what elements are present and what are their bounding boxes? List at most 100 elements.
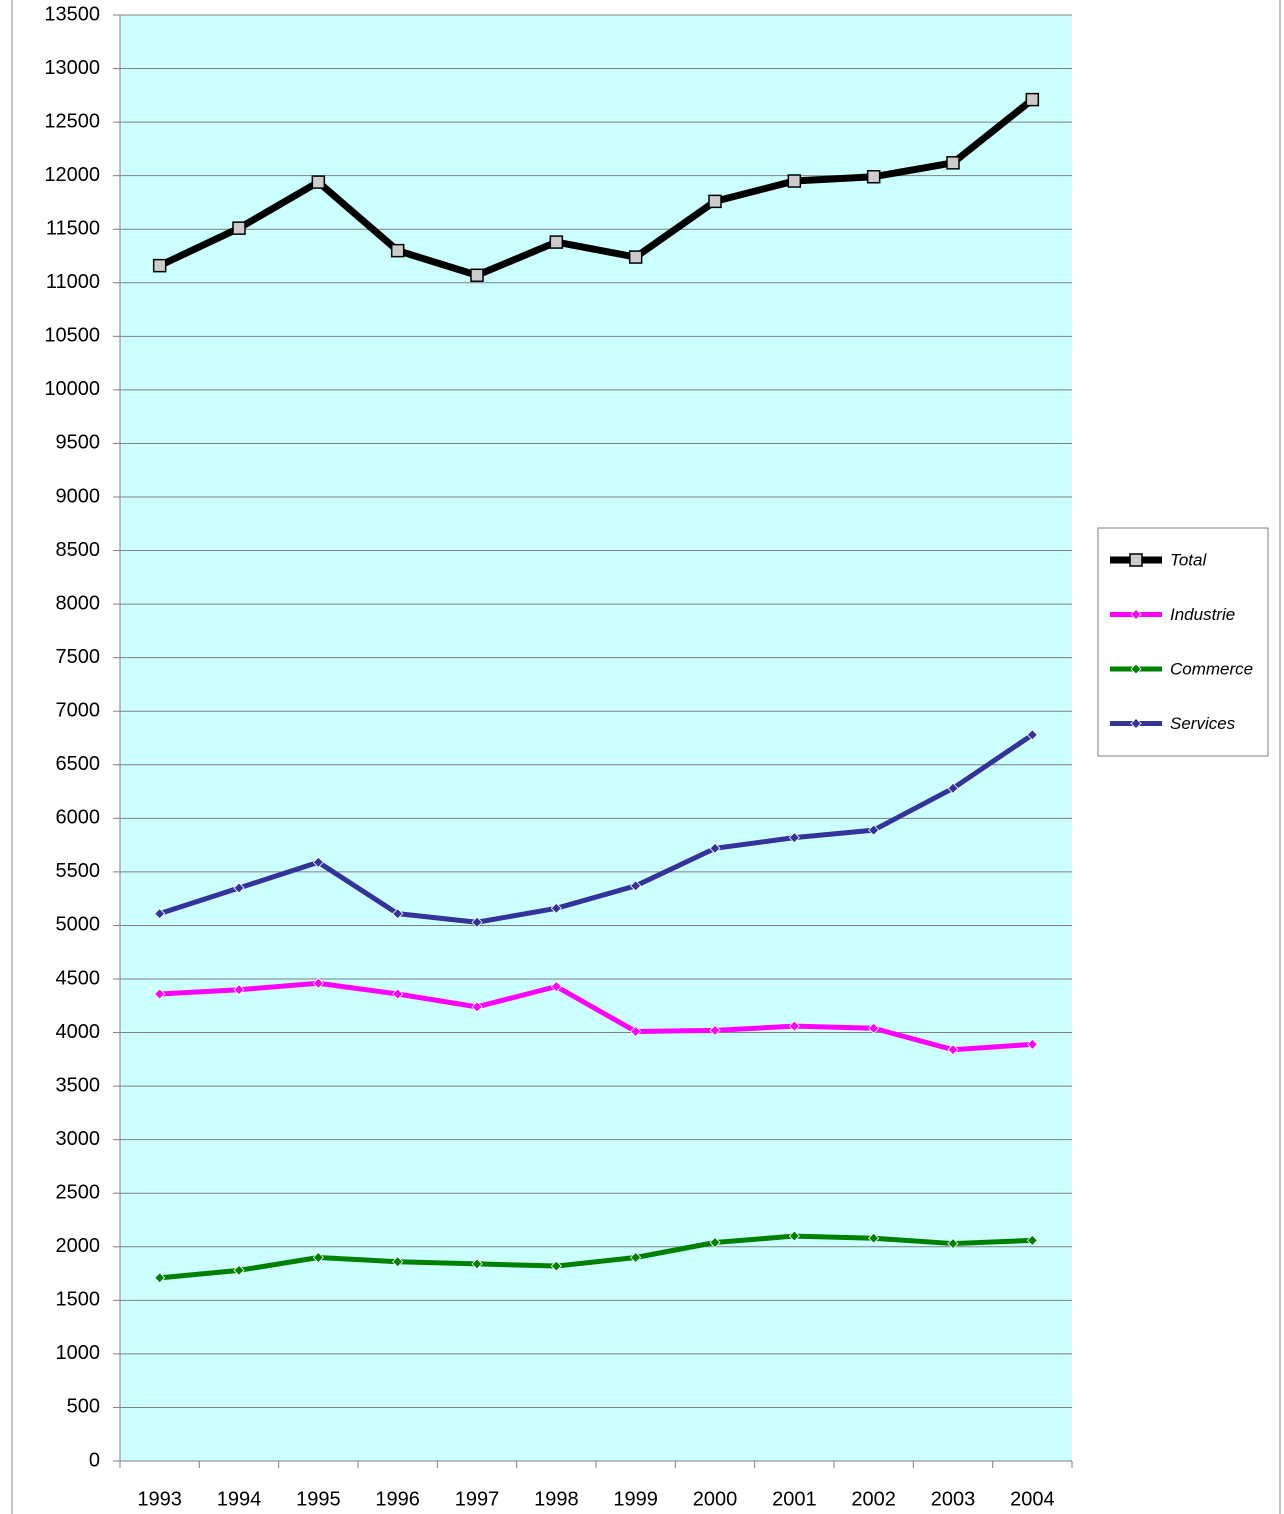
point-marker [312,1251,324,1264]
point-marker [390,243,405,258]
point-marker [787,174,802,188]
point-marker [392,908,404,920]
point-marker [550,902,562,914]
y-tick-label: 10000 [44,378,100,400]
y-tick-label: 8000 [56,592,101,614]
point-marker [154,908,166,920]
x-tick-label: 2000 [693,1488,738,1510]
y-tick-label: 3000 [56,1128,101,1150]
point-marker [709,1236,721,1249]
x-tick-label: 2003 [931,1488,976,1510]
y-tick-label: 5000 [56,914,101,936]
y-tick-label: 9500 [56,432,101,454]
y-tick-label: 3500 [56,1074,101,1096]
y-tick-label: 1500 [56,1289,101,1311]
y-tick-label: 12000 [44,164,100,186]
point-marker [708,194,722,209]
point-marker [868,824,880,836]
point-marker [868,1232,880,1244]
legend-marker [1130,608,1142,621]
point-marker [1025,92,1040,107]
y-tick-label: 12500 [44,110,100,132]
point-marker [709,842,721,854]
y-tick-label: 6500 [56,753,101,775]
point-marker [233,984,245,996]
x-tick-label: 2004 [1010,1488,1055,1510]
legend-label: Commerce [1170,659,1253,678]
point-marker [788,832,800,844]
x-tick-label: 2002 [851,1488,896,1510]
y-tick-label: 11000 [46,271,100,293]
point-marker [868,1022,880,1034]
y-tick-label: 2000 [56,1235,101,1257]
point-marker [233,882,245,894]
y-tick-label: 11500 [46,218,100,240]
point-marker [550,1260,562,1272]
y-tick-label: 0 [89,1449,100,1471]
series-line [158,96,1035,279]
point-marker [946,156,960,170]
series-line [159,980,1033,1053]
legend-box [1097,527,1269,757]
series-line [158,732,1034,925]
legend-label: Industrie [1170,605,1235,624]
y-tick-label: 13000 [44,57,100,79]
point-marker [628,250,643,264]
point-marker [154,1272,166,1284]
point-marker [947,1237,959,1250]
legend-label: Services [1170,714,1236,733]
point-marker [549,235,564,249]
x-tick-label: 2001 [772,1488,817,1510]
y-tick-label: 4000 [56,1021,101,1043]
point-marker [1026,1234,1038,1246]
point-marker [312,856,324,868]
point-marker [232,221,246,235]
point-marker [1026,1038,1038,1050]
point-marker [947,1044,959,1056]
y-tick-label: 8500 [56,539,101,561]
point-marker [392,1256,404,1268]
point-marker [630,880,642,892]
legend-marker [1130,717,1142,730]
legend-marker [1129,553,1143,567]
point-marker [152,258,167,273]
y-tick-label: 2500 [56,1182,101,1204]
y-tick-label: 1000 [56,1342,101,1364]
point-marker [471,1001,483,1013]
point-marker [866,169,881,184]
point-marker [788,1230,800,1242]
x-tick-label: 1993 [137,1488,182,1510]
point-marker [471,916,483,928]
x-tick-label: 1997 [455,1488,500,1510]
y-tick-label: 13500 [44,3,100,25]
x-tick-label: 1998 [534,1488,579,1510]
point-marker [312,977,324,989]
y-tick-label: 7500 [56,646,101,668]
legend-label: Total [1170,550,1207,569]
point-marker [550,980,562,993]
x-tick-label: 1999 [613,1488,658,1510]
point-marker [630,1025,642,1038]
point-marker [709,1024,721,1036]
y-tick-label: 6000 [56,807,101,829]
legend-marker [1130,663,1142,675]
point-marker [154,988,166,1000]
x-tick-label: 1996 [375,1488,420,1510]
point-marker [1026,729,1038,741]
y-tick-label: 9000 [56,485,101,507]
point-marker [788,1020,800,1032]
y-tick-label: 5500 [56,860,101,882]
point-marker [471,1258,483,1270]
x-tick-label: 1994 [217,1488,262,1510]
plot-area [120,15,1072,1461]
point-marker [630,1251,642,1264]
series-line [159,1233,1033,1281]
point-marker [947,782,959,794]
y-tick-label: 7000 [56,700,101,722]
y-tick-label: 10500 [44,325,100,347]
point-marker [392,988,404,1000]
y-tick-label: 500 [67,1396,100,1418]
point-marker [470,268,484,283]
y-tick-label: 4500 [56,967,101,989]
